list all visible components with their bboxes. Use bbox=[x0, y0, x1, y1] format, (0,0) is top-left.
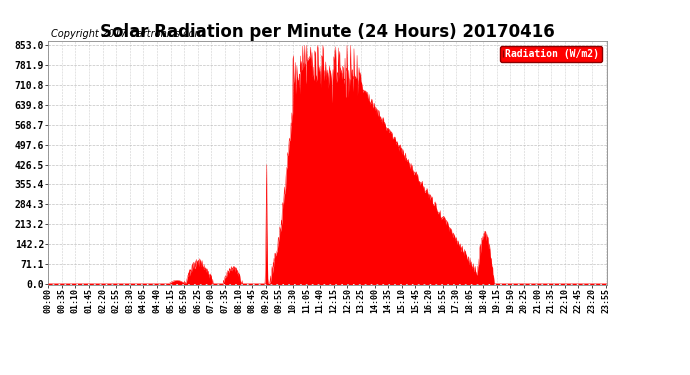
Title: Solar Radiation per Minute (24 Hours) 20170416: Solar Radiation per Minute (24 Hours) 20… bbox=[100, 23, 555, 41]
Text: Copyright 2017 Cartronics.com: Copyright 2017 Cartronics.com bbox=[51, 29, 204, 39]
Legend: Radiation (W/m2): Radiation (W/m2) bbox=[500, 46, 602, 62]
